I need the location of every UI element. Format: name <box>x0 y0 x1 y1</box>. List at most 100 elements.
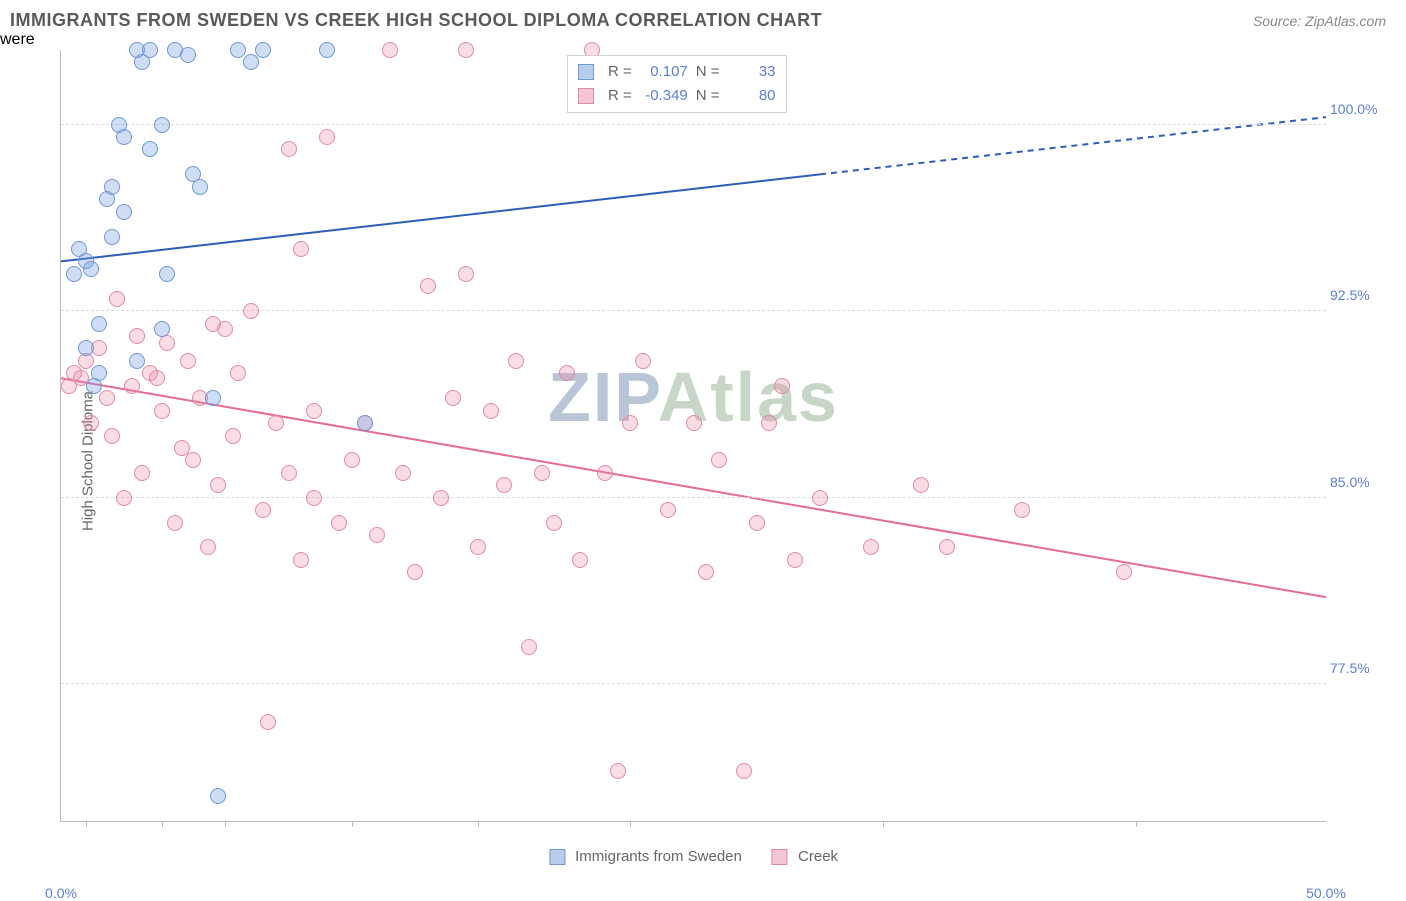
legend-swatch-sweden <box>578 64 594 80</box>
data-point-creek <box>458 266 474 282</box>
correlation-legend: R = 0.107 N = 33 R = -0.349 N = 80 <box>567 55 787 113</box>
y-tick-label: 92.5% <box>1330 287 1388 303</box>
data-point-creek <box>382 42 398 58</box>
data-point-sweden <box>129 353 145 369</box>
data-point-creek <box>774 378 790 394</box>
data-point-sweden <box>154 117 170 133</box>
data-point-creek <box>395 465 411 481</box>
y-tick-label: 77.5% <box>1330 660 1388 676</box>
legend-item-creek: Creek <box>772 848 838 865</box>
data-point-sweden <box>243 54 259 70</box>
legend-row-creek: R = -0.349 N = 80 <box>578 84 776 108</box>
data-point-sweden <box>319 42 335 58</box>
r-label: R = <box>608 84 632 108</box>
legend-label-sweden: Immigrants from Sweden <box>575 848 742 865</box>
data-point-creek <box>149 370 165 386</box>
data-point-sweden <box>210 788 226 804</box>
data-point-creek <box>243 303 259 319</box>
x-tick-label: 50.0% <box>1306 885 1346 901</box>
legend-swatch-sweden <box>549 849 565 865</box>
data-point-sweden <box>116 204 132 220</box>
gridline <box>61 124 1326 125</box>
legend-swatch-creek <box>578 88 594 104</box>
data-point-creek <box>344 452 360 468</box>
data-point-creek <box>293 241 309 257</box>
data-point-creek <box>134 465 150 481</box>
data-point-creek <box>939 539 955 555</box>
data-point-creek <box>281 141 297 157</box>
x-tick <box>352 821 353 827</box>
legend-row-sweden: R = 0.107 N = 33 <box>578 60 776 84</box>
r-label: R = <box>608 60 632 84</box>
chart-title: IMMIGRANTS FROM SWEDEN VS CREEK HIGH SCH… <box>10 10 822 31</box>
data-point-creek <box>749 515 765 531</box>
data-point-creek <box>546 515 562 531</box>
data-point-sweden <box>180 47 196 63</box>
data-point-creek <box>496 477 512 493</box>
plot-area: R = 0.107 N = 33 R = -0.349 N = 80 ZIPAt… <box>60 50 1326 822</box>
data-point-sweden <box>154 321 170 337</box>
x-tick <box>883 821 884 827</box>
data-point-creek <box>319 129 335 145</box>
data-point-creek <box>293 552 309 568</box>
data-point-creek <box>116 490 132 506</box>
data-point-creek <box>99 390 115 406</box>
data-point-creek <box>180 353 196 369</box>
x-tick <box>478 821 479 827</box>
gridline <box>61 497 1326 498</box>
data-point-creek <box>200 539 216 555</box>
data-point-creek <box>508 353 524 369</box>
data-point-creek <box>458 42 474 58</box>
r-value-sweden: 0.107 <box>640 60 688 84</box>
data-point-creek <box>1116 564 1132 580</box>
data-point-sweden <box>66 266 82 282</box>
source-label: Source: ZipAtlas.com <box>1253 13 1386 29</box>
data-point-sweden <box>78 340 94 356</box>
data-point-creek <box>281 465 297 481</box>
data-point-creek <box>787 552 803 568</box>
data-point-creek <box>433 490 449 506</box>
x-tick <box>630 821 631 827</box>
data-point-creek <box>159 335 175 351</box>
data-point-creek <box>225 428 241 444</box>
data-point-creek <box>572 552 588 568</box>
data-point-creek <box>217 321 233 337</box>
data-point-creek <box>761 415 777 431</box>
data-point-sweden <box>230 42 246 58</box>
data-point-creek <box>913 477 929 493</box>
data-point-sweden <box>104 229 120 245</box>
data-point-sweden <box>116 129 132 145</box>
data-point-creek <box>812 490 828 506</box>
y-tick-label: 85.0% <box>1330 474 1388 490</box>
data-point-creek <box>686 415 702 431</box>
data-point-creek <box>635 353 651 369</box>
n-label: N = <box>696 60 720 84</box>
data-point-creek <box>260 714 276 730</box>
data-point-sweden <box>91 316 107 332</box>
data-point-creek <box>420 278 436 294</box>
data-point-creek <box>210 477 226 493</box>
series-legend: Immigrants from Sweden Creek <box>549 848 838 865</box>
data-point-creek <box>521 639 537 655</box>
y-tick-label: 100.0% <box>1330 101 1388 117</box>
data-point-creek <box>559 365 575 381</box>
data-point-creek <box>109 291 125 307</box>
data-point-sweden <box>192 179 208 195</box>
data-point-sweden <box>159 266 175 282</box>
data-point-creek <box>331 515 347 531</box>
data-point-creek <box>129 328 145 344</box>
data-point-creek <box>660 502 676 518</box>
data-point-sweden <box>142 42 158 58</box>
data-point-sweden <box>142 141 158 157</box>
data-point-creek <box>306 490 322 506</box>
data-point-creek <box>534 465 550 481</box>
data-point-creek <box>268 415 284 431</box>
legend-item-sweden: Immigrants from Sweden <box>549 848 742 865</box>
legend-label-creek: Creek <box>798 848 838 865</box>
data-point-sweden <box>205 390 221 406</box>
n-value-sweden: 33 <box>728 60 776 84</box>
r-value-creek: -0.349 <box>640 84 688 108</box>
data-point-creek <box>470 539 486 555</box>
data-point-creek <box>736 763 752 779</box>
data-point-creek <box>124 378 140 394</box>
